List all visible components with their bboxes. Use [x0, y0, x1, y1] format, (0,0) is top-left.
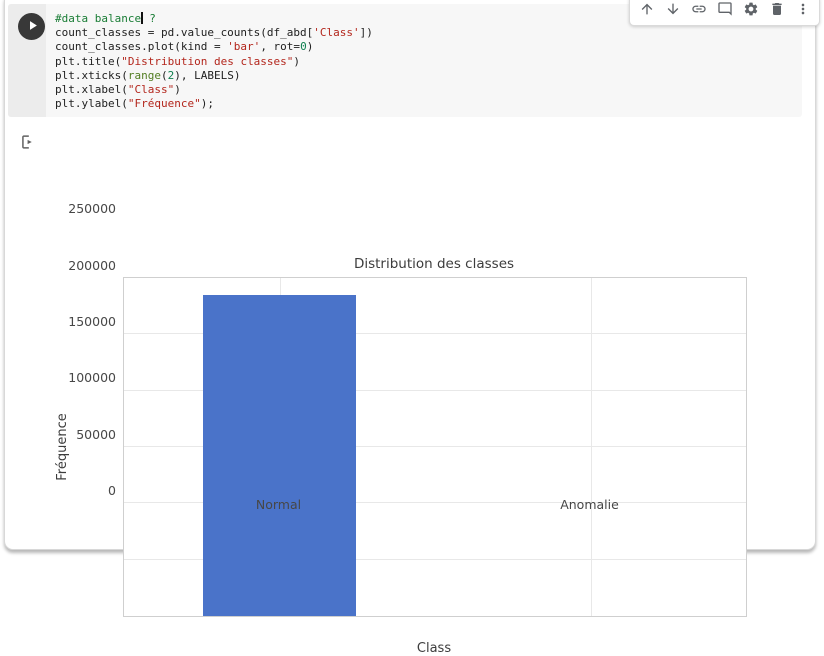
cell-output-icon [18, 132, 38, 152]
code-token: ); [200, 97, 214, 111]
move-cell-down-button[interactable] [661, 0, 684, 22]
code-token: 2 [167, 68, 175, 82]
code-token: ) [293, 54, 301, 68]
y-tick-label: 200000 [68, 257, 116, 273]
gear-icon [743, 1, 759, 20]
more-actions-button[interactable] [791, 0, 814, 22]
link-icon [691, 1, 707, 20]
gridline [124, 389, 746, 391]
delete-cell-button[interactable] [765, 0, 788, 22]
code-token: ) [306, 40, 314, 54]
code-token: plt.title( [55, 54, 122, 68]
y-tick-label: 0 [108, 483, 116, 498]
link-to-cell-button[interactable] [687, 0, 710, 22]
code-token: ( [160, 68, 168, 82]
trash-icon [769, 1, 785, 20]
chart-title: Distribution des classes [353, 256, 515, 272]
code-token: plt.ylabel( [55, 97, 128, 111]
code-token: plt.xlabel( [55, 83, 128, 97]
code-line: plt.xticks(range(2), LABELS) [55, 69, 796, 83]
run-cell-button[interactable] [18, 13, 45, 40]
comment-icon [717, 1, 733, 20]
code-token: "Class" [127, 83, 175, 97]
bar-normal [202, 294, 356, 616]
editor-settings-button[interactable] [739, 0, 762, 22]
x-tick-label: Anomalie [560, 497, 619, 512]
code-token: count_classes.plot(kind = [55, 40, 228, 54]
code-token: plt.xticks( [55, 68, 128, 82]
plot-area [123, 277, 747, 617]
code-token: ]) [359, 26, 373, 40]
arrow-up-icon [639, 1, 655, 20]
gridline [124, 502, 746, 504]
y-tick-label: 250000 [68, 201, 116, 217]
kebab-menu-icon [795, 1, 811, 20]
code-line: #data balance ? [55, 12, 796, 26]
gridline [124, 333, 746, 335]
code-line: count_classes.plot(kind = 'bar', rot=0) [55, 40, 796, 54]
text-cursor [141, 12, 143, 24]
code-line: plt.xlabel("Class") [55, 83, 796, 97]
code-token: count_classes = pd.value_counts(df_abd[ [55, 26, 314, 40]
output-figure: Distribution des classes Fréquence Class… [0, 124, 824, 656]
arrow-down-icon [665, 1, 681, 20]
y-axis-label: Fréquence [55, 413, 70, 481]
gridline [590, 278, 592, 616]
code-token: #data balance [55, 12, 142, 25]
code-token: "Distribution des classes" [121, 54, 294, 68]
move-cell-up-button[interactable] [635, 0, 658, 22]
add-comment-button[interactable] [713, 0, 736, 22]
code-line: plt.ylabel("Fréquence"); [55, 97, 796, 111]
code-token: "Fréquence" [127, 97, 201, 111]
play-icon [24, 18, 40, 36]
code-token: ) [174, 83, 181, 97]
code-line: plt.title("Distribution des classes") [55, 55, 796, 69]
code-token: 'bar' [227, 40, 261, 54]
gridline [124, 446, 746, 447]
code-token: range [127, 68, 161, 82]
x-tick-label: Normal [255, 497, 302, 512]
cell-toolbar [629, 0, 820, 26]
x-axis-label: Class [416, 641, 452, 656]
code-token: 'Class' [313, 26, 360, 40]
y-tick-label: 50000 [76, 426, 116, 442]
y-tick-label: 100000 [68, 370, 116, 386]
code-token: 0 [300, 40, 307, 54]
y-tick-label: 150000 [68, 314, 116, 329]
code-line: count_classes = pd.value_counts(df_abd['… [55, 26, 796, 40]
code-token: ? [142, 12, 156, 25]
code-editor[interactable]: #data balance ? count_classes = pd.value_… [55, 12, 796, 111]
code-token: ), LABELS) [174, 68, 241, 82]
code-token: , rot= [260, 40, 301, 54]
